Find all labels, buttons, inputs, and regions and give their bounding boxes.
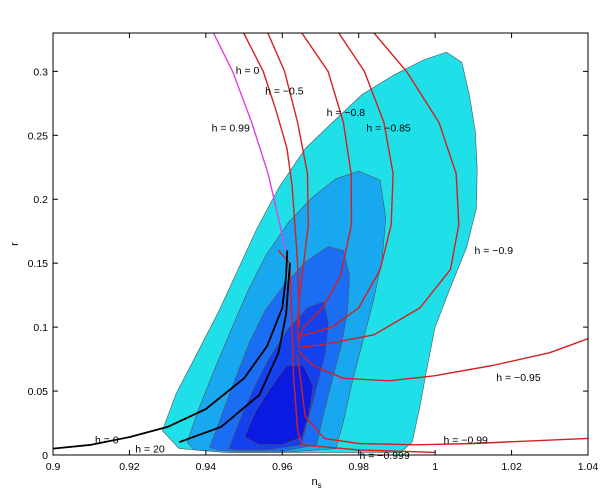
plot-area-frame bbox=[52, 32, 589, 456]
y-tick-label: 0.3 bbox=[33, 66, 48, 78]
y-tick-label: 0.15 bbox=[28, 258, 49, 270]
curve-label-7: h = −0.99 bbox=[444, 435, 489, 447]
model-curve-0 bbox=[243, 33, 300, 328]
y-tick-label: 0 bbox=[42, 450, 48, 462]
model-curve-3 bbox=[297, 33, 394, 339]
x-tick-label: 0.94 bbox=[196, 461, 217, 473]
curve-label-2: h = 0.99 bbox=[212, 123, 250, 135]
x-tick-label: 0.92 bbox=[119, 461, 140, 473]
curve-labels: h = 0 h = −0.5 h = 0.99 h = −0.8h = −0.85 h … bbox=[95, 65, 541, 462]
axis-ticks: 0.9 0.92 0.94 0.96 0.98 1 1.02 1.04 0 0.05 0.1 0.15… bbox=[28, 33, 599, 473]
model-curve-8 bbox=[212, 33, 286, 251]
model-curve-6 bbox=[296, 355, 588, 446]
x-tick-label: 1 bbox=[432, 461, 438, 473]
model-curve-1 bbox=[267, 33, 309, 347]
contour-region-5 bbox=[243, 365, 314, 446]
model-curve-10 bbox=[178, 263, 291, 444]
model-curve-2 bbox=[296, 33, 353, 341]
x-tick-label: 0.96 bbox=[272, 461, 293, 473]
y-tick-label: 0.25 bbox=[28, 130, 49, 142]
curve-label-5: h = −0.9 bbox=[475, 245, 514, 257]
model-curve-4 bbox=[297, 33, 460, 349]
x-axis-title: ns bbox=[311, 476, 321, 490]
x-tick-label: 0.9 bbox=[46, 461, 61, 473]
curve-label-0: h = 0 bbox=[236, 65, 260, 77]
x-axis-title-subscript: s bbox=[318, 481, 322, 490]
y-tick-label: 0.1 bbox=[33, 322, 48, 334]
curve-label-9: h = 0 bbox=[95, 435, 119, 447]
curve-label-4: h = −0.85 bbox=[366, 123, 411, 135]
x-tick-label: 0.98 bbox=[348, 461, 369, 473]
curve-label-1: h = −0.5 bbox=[265, 85, 304, 97]
curve-label-3: h = −0.8 bbox=[327, 107, 366, 119]
x-tick-label: 1.02 bbox=[501, 461, 522, 473]
y-axis-title: r bbox=[9, 242, 21, 246]
model-curves bbox=[53, 33, 588, 454]
x-tick-label: 1.04 bbox=[578, 461, 599, 473]
y-tick-label: 0.05 bbox=[28, 386, 49, 398]
curve-label-10: h = 20 bbox=[135, 443, 165, 455]
x-axis-title-main: n bbox=[311, 476, 317, 488]
curve-label-6: h = −0.95 bbox=[496, 372, 541, 384]
curve-label-8: h = −0.999 bbox=[360, 450, 410, 462]
confidence-contours bbox=[162, 51, 478, 453]
model-curve-5 bbox=[297, 337, 588, 382]
model-curve-9 bbox=[53, 250, 289, 450]
y-tick-label: 0.2 bbox=[33, 194, 48, 206]
